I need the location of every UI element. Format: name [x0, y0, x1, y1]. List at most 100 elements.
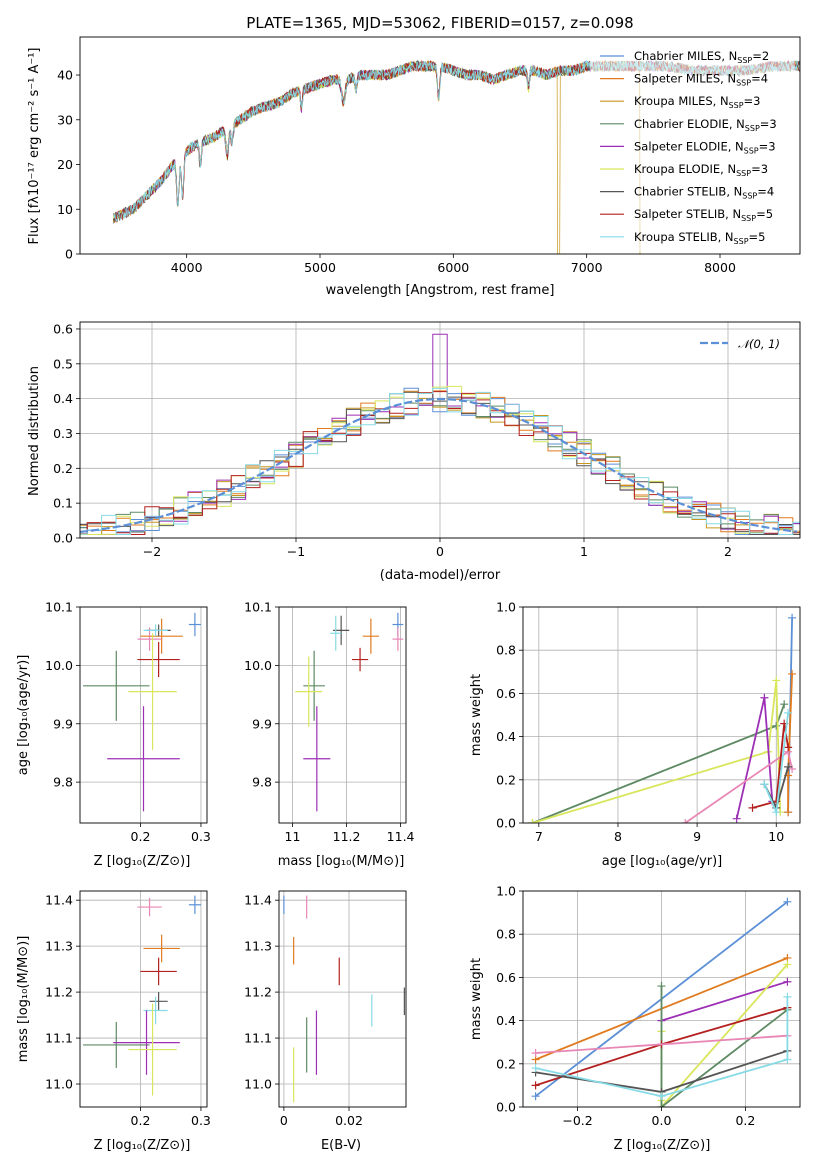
- mw_z-ytick-label: 0.4: [496, 1013, 516, 1028]
- mw_z-marker: [531, 1049, 540, 1057]
- age_z-ytick-label: 10.1: [45, 600, 73, 615]
- age_z-ytick-label: 9.9: [53, 716, 73, 731]
- mass_ebv-ytick-label: 11.1: [244, 1031, 272, 1046]
- age_mass-panel: 11 11.2 11.4 9.8 9.9 10.0 10.1: [244, 600, 414, 845]
- hist-series: [80, 391, 800, 535]
- mass_z-xtick-label: 0.3: [191, 1113, 211, 1128]
- spectrum-xlabel: wavelength [Angstrom, rest frame]: [326, 283, 555, 298]
- mw-age-xlabel: age [log₁₀(age/yr)]: [602, 854, 723, 869]
- mw_z-marker: [783, 897, 792, 906]
- mass_z-plot-area: [83, 895, 201, 1096]
- mw_age-marker: [748, 803, 757, 812]
- hist-xtick-label: −2: [143, 544, 161, 559]
- mass_z-ytick-label: 11.1: [45, 1031, 73, 1046]
- mw_age-xtick-label: 7: [535, 829, 543, 844]
- spectrum-legend-label: Salpeter STELIB, NSSP=5: [634, 207, 773, 223]
- mw_age-series: [532, 703, 786, 823]
- mw_age-series: [532, 680, 782, 823]
- hist-normal-curve: [80, 397, 798, 533]
- mw_age-marker: [784, 808, 793, 817]
- mw_z-ytick-label: 0.6: [496, 970, 516, 985]
- mw_z-ytick-label: 1.0: [496, 884, 516, 899]
- spectrum-legend-label: Chabrier ELODIE, NSSP=3: [634, 117, 777, 133]
- spectrum-ytick-label: 0: [65, 247, 73, 262]
- age_z-plot-area: [83, 612, 201, 812]
- mass_ebv-ytick-label: 11.4: [244, 893, 272, 908]
- mass_z-panel: 0.2 0.3 11.0 11.1 11.2 11.3 11.4: [45, 890, 211, 1128]
- spectrum-frame: [79, 36, 801, 255]
- spectrum-legend-label: Kroupa STELIB, NSSP=5: [634, 230, 765, 246]
- figure-title: PLATE=1365, MJD=53062, FIBERID=0157, z=0…: [246, 14, 633, 32]
- spectrum-legend-label: Kroupa MILES, NSSP=3: [634, 94, 760, 110]
- mw_z-xtick-label: 0.2: [735, 1113, 755, 1128]
- spectrum-xtick-label: 6000: [437, 260, 469, 275]
- spectrum-xtick-label: 7000: [571, 260, 603, 275]
- mw_age-plot-area: [528, 613, 797, 823]
- mw_z-ytick-label: 0.0: [496, 1100, 516, 1115]
- mw_age-marker: [772, 808, 781, 817]
- age-z-ylabel: age [log₁₀(age/yr)]: [16, 655, 31, 776]
- mass_ebv-xtick-label: 0.02: [335, 1113, 363, 1128]
- mass_ebv-ytick-label: 11.0: [244, 1077, 272, 1092]
- mw_z-xtick-label: 0.0: [652, 1113, 672, 1128]
- mw_z-ytick-label: 0.8: [496, 927, 516, 942]
- mass-ebv-xlabel: E(B-V): [321, 1138, 361, 1153]
- mass-z-ylabel: mass [log₁₀(M/M⊙)]: [16, 936, 31, 1063]
- spectrum-ytick-label: 30: [57, 112, 73, 127]
- hist-series: [80, 333, 800, 535]
- hist-ytick-label: 0.2: [53, 461, 73, 476]
- hist-ytick-label: 0.1: [53, 496, 73, 511]
- mw_age-ytick-label: 0.4: [496, 729, 516, 744]
- hist-ytick-label: 0.0: [53, 531, 73, 546]
- mw_age-marker: [788, 669, 797, 678]
- age_mass-plot-area: [295, 612, 404, 812]
- mass_ebv-ytick-label: 11.2: [244, 985, 272, 1000]
- mw_age-marker: [784, 743, 793, 752]
- mw_age-series: [735, 697, 774, 819]
- mw_age-ytick-label: 0.2: [496, 772, 516, 787]
- mass_ebv-frame: [278, 890, 407, 1108]
- age_z-xtick-label: 0.3: [191, 829, 211, 844]
- age_z-panel: 0.2 0.3 9.8 9.9 10.0 10.1: [45, 600, 211, 845]
- mw_age-frame: [522, 606, 801, 824]
- mw_z-plot-area: [531, 897, 792, 1107]
- age-mass-xlabel: mass [log₁₀(M/M⊙)]: [278, 854, 405, 869]
- mw_age-marker: [681, 819, 690, 823]
- hist-xtick-label: 0: [436, 544, 444, 559]
- age_mass-ytick-label: 10.1: [244, 600, 272, 615]
- spectrum-legend-label: Salpeter MILES, NSSP=4: [634, 72, 768, 88]
- mw_z-marker: [783, 992, 792, 1001]
- hist-panel: −2 −1 0 1 2 0.0 0.1 0.2 0.3 0.4 0.5 0.6 𝒩(0, 1): [53, 321, 801, 559]
- mw_age-marker: [780, 700, 789, 709]
- age_mass-xtick-label: 11.4: [387, 829, 415, 844]
- mw_z-xtick-label: −0.2: [562, 1113, 592, 1128]
- mw_z-marker: [531, 1081, 540, 1090]
- mw_age-marker: [784, 762, 793, 771]
- hist-series: [80, 387, 800, 535]
- hist-ytick-label: 0.5: [53, 356, 73, 371]
- age_z-xtick-label: 0.2: [131, 829, 151, 844]
- mw_z-marker: [657, 1103, 666, 1107]
- mw_age-ytick-label: 0.8: [496, 643, 516, 658]
- mw_z-panel: −0.2 0.0 0.2 0.0 0.2 0.4 0.6 0.8 1.0: [496, 884, 801, 1128]
- spectrum-panel: 4000 5000 6000 7000 8000 0 10 20 30 40 Chabrier MI…: [57, 36, 801, 275]
- mw_age-marker: [788, 613, 797, 622]
- mw_age-marker: [760, 780, 769, 789]
- mw_age-marker: [784, 708, 793, 717]
- mw_z-frame: [522, 890, 801, 1108]
- mw_age-marker: [772, 721, 781, 730]
- mw_z-marker: [783, 1055, 792, 1064]
- mw_z-marker: [531, 1064, 540, 1073]
- spectrum-legend-box: [590, 44, 795, 252]
- hist-series: [80, 390, 800, 535]
- mass_z-ytick-label: 11.3: [45, 939, 73, 954]
- age_mass-ytick-label: 10.0: [244, 658, 272, 673]
- mw_z-ytick-label: 0.2: [496, 1056, 516, 1071]
- hist-ytick-label: 0.6: [53, 321, 73, 336]
- mass_ebv-xtick-label: 0: [280, 1113, 288, 1128]
- hist-xtick-label: 1: [580, 544, 588, 559]
- age_mass-ytick-label: 9.9: [252, 716, 272, 731]
- age_mass-xtick-label: 11: [285, 829, 301, 844]
- mw-z-ylabel: mass weight: [469, 958, 484, 1040]
